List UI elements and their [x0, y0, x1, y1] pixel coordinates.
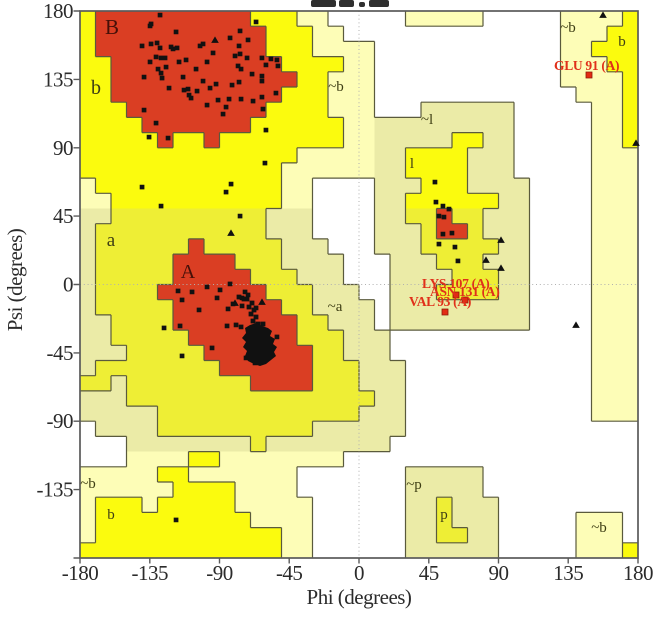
svg-text:Psi (degrees): Psi (degrees): [3, 228, 27, 331]
svg-text:b: b: [91, 77, 101, 99]
svg-text:-180: -180: [62, 561, 99, 585]
svg-text:-135: -135: [132, 561, 169, 585]
svg-text:b: b: [107, 507, 115, 523]
svg-text:180: 180: [43, 0, 73, 23]
svg-text:-135: -135: [37, 478, 74, 502]
svg-text:~b: ~b: [80, 476, 96, 492]
svg-text:-90: -90: [47, 409, 74, 433]
svg-text:135: 135: [553, 561, 583, 585]
svg-text:45: 45: [53, 204, 73, 228]
svg-text:ASN 131 (A): ASN 131 (A): [430, 284, 499, 299]
svg-text:~b: ~b: [560, 20, 576, 36]
svg-text:180: 180: [623, 561, 653, 585]
svg-text:a: a: [107, 230, 116, 251]
svg-text:90: 90: [489, 561, 509, 585]
svg-text:A: A: [181, 261, 196, 283]
svg-text:B: B: [105, 15, 119, 39]
svg-text:-90: -90: [206, 561, 233, 585]
svg-text:p: p: [440, 507, 448, 523]
svg-text:LYS 107 (A): LYS 107 (A): [422, 276, 489, 291]
svg-text:VAL 93 (A): VAL 93 (A): [409, 294, 471, 309]
svg-text:~a: ~a: [328, 299, 343, 315]
svg-text:0: 0: [63, 273, 73, 297]
svg-text:~l: ~l: [421, 112, 433, 128]
svg-text:~p: ~p: [406, 477, 422, 493]
svg-text:-45: -45: [276, 561, 303, 585]
svg-text:l: l: [410, 156, 414, 172]
svg-text:b: b: [618, 34, 626, 50]
svg-text:90: 90: [53, 136, 73, 160]
svg-text:Phi (degrees): Phi (degrees): [307, 585, 412, 609]
svg-text:45: 45: [419, 561, 439, 585]
svg-text:~b: ~b: [328, 79, 344, 95]
svg-text:135: 135: [43, 67, 73, 91]
svg-text:-45: -45: [47, 341, 74, 365]
svg-text:GLU 91 (A): GLU 91 (A): [554, 58, 619, 73]
svg-text:~b: ~b: [591, 520, 607, 536]
svg-text:0: 0: [354, 561, 364, 585]
